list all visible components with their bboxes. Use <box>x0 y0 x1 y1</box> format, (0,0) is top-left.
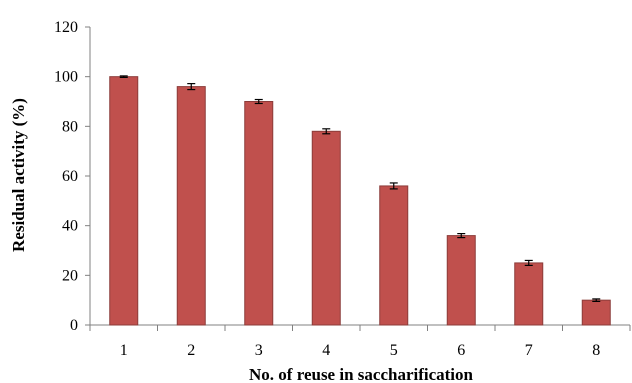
bar-4 <box>311 130 341 326</box>
y-tick-label-120: 120 <box>54 19 78 36</box>
y-axis-title: Residual activity (%) <box>9 98 28 252</box>
x-tick-label-7: 7 <box>525 342 533 359</box>
y-axis: 0 20 40 60 80 100 120 <box>54 19 91 334</box>
bar-1 <box>109 76 139 326</box>
y-tick-label-60: 60 <box>62 168 78 185</box>
x-tick-label-1: 1 <box>120 342 128 359</box>
x-tick-label-2: 2 <box>187 342 195 359</box>
y-tick-label-80: 80 <box>62 118 78 135</box>
y-tick-label-40: 40 <box>62 218 78 235</box>
bar-2 <box>176 86 206 326</box>
bar-7 <box>514 262 544 326</box>
bar-8 <box>581 299 611 326</box>
x-tick-label-6: 6 <box>457 342 465 359</box>
x-tick-label-3: 3 <box>255 342 263 359</box>
x-tick-label-4: 4 <box>322 342 330 359</box>
x-tick-label-5: 5 <box>390 342 398 359</box>
error-bars <box>119 75 601 303</box>
y-tick-label-20: 20 <box>62 267 78 284</box>
x-axis: 1 2 3 4 5 6 7 8 <box>89 324 631 359</box>
bar-6 <box>446 235 476 326</box>
y-tick-label-0: 0 <box>70 317 78 334</box>
x-axis-title: No. of reuse in saccharification <box>249 365 474 383</box>
x-tick-label-8: 8 <box>592 342 600 359</box>
bar-5 <box>379 185 409 326</box>
bar-series <box>109 76 611 326</box>
y-tick-label-100: 100 <box>54 69 78 86</box>
bar-3 <box>244 101 274 326</box>
